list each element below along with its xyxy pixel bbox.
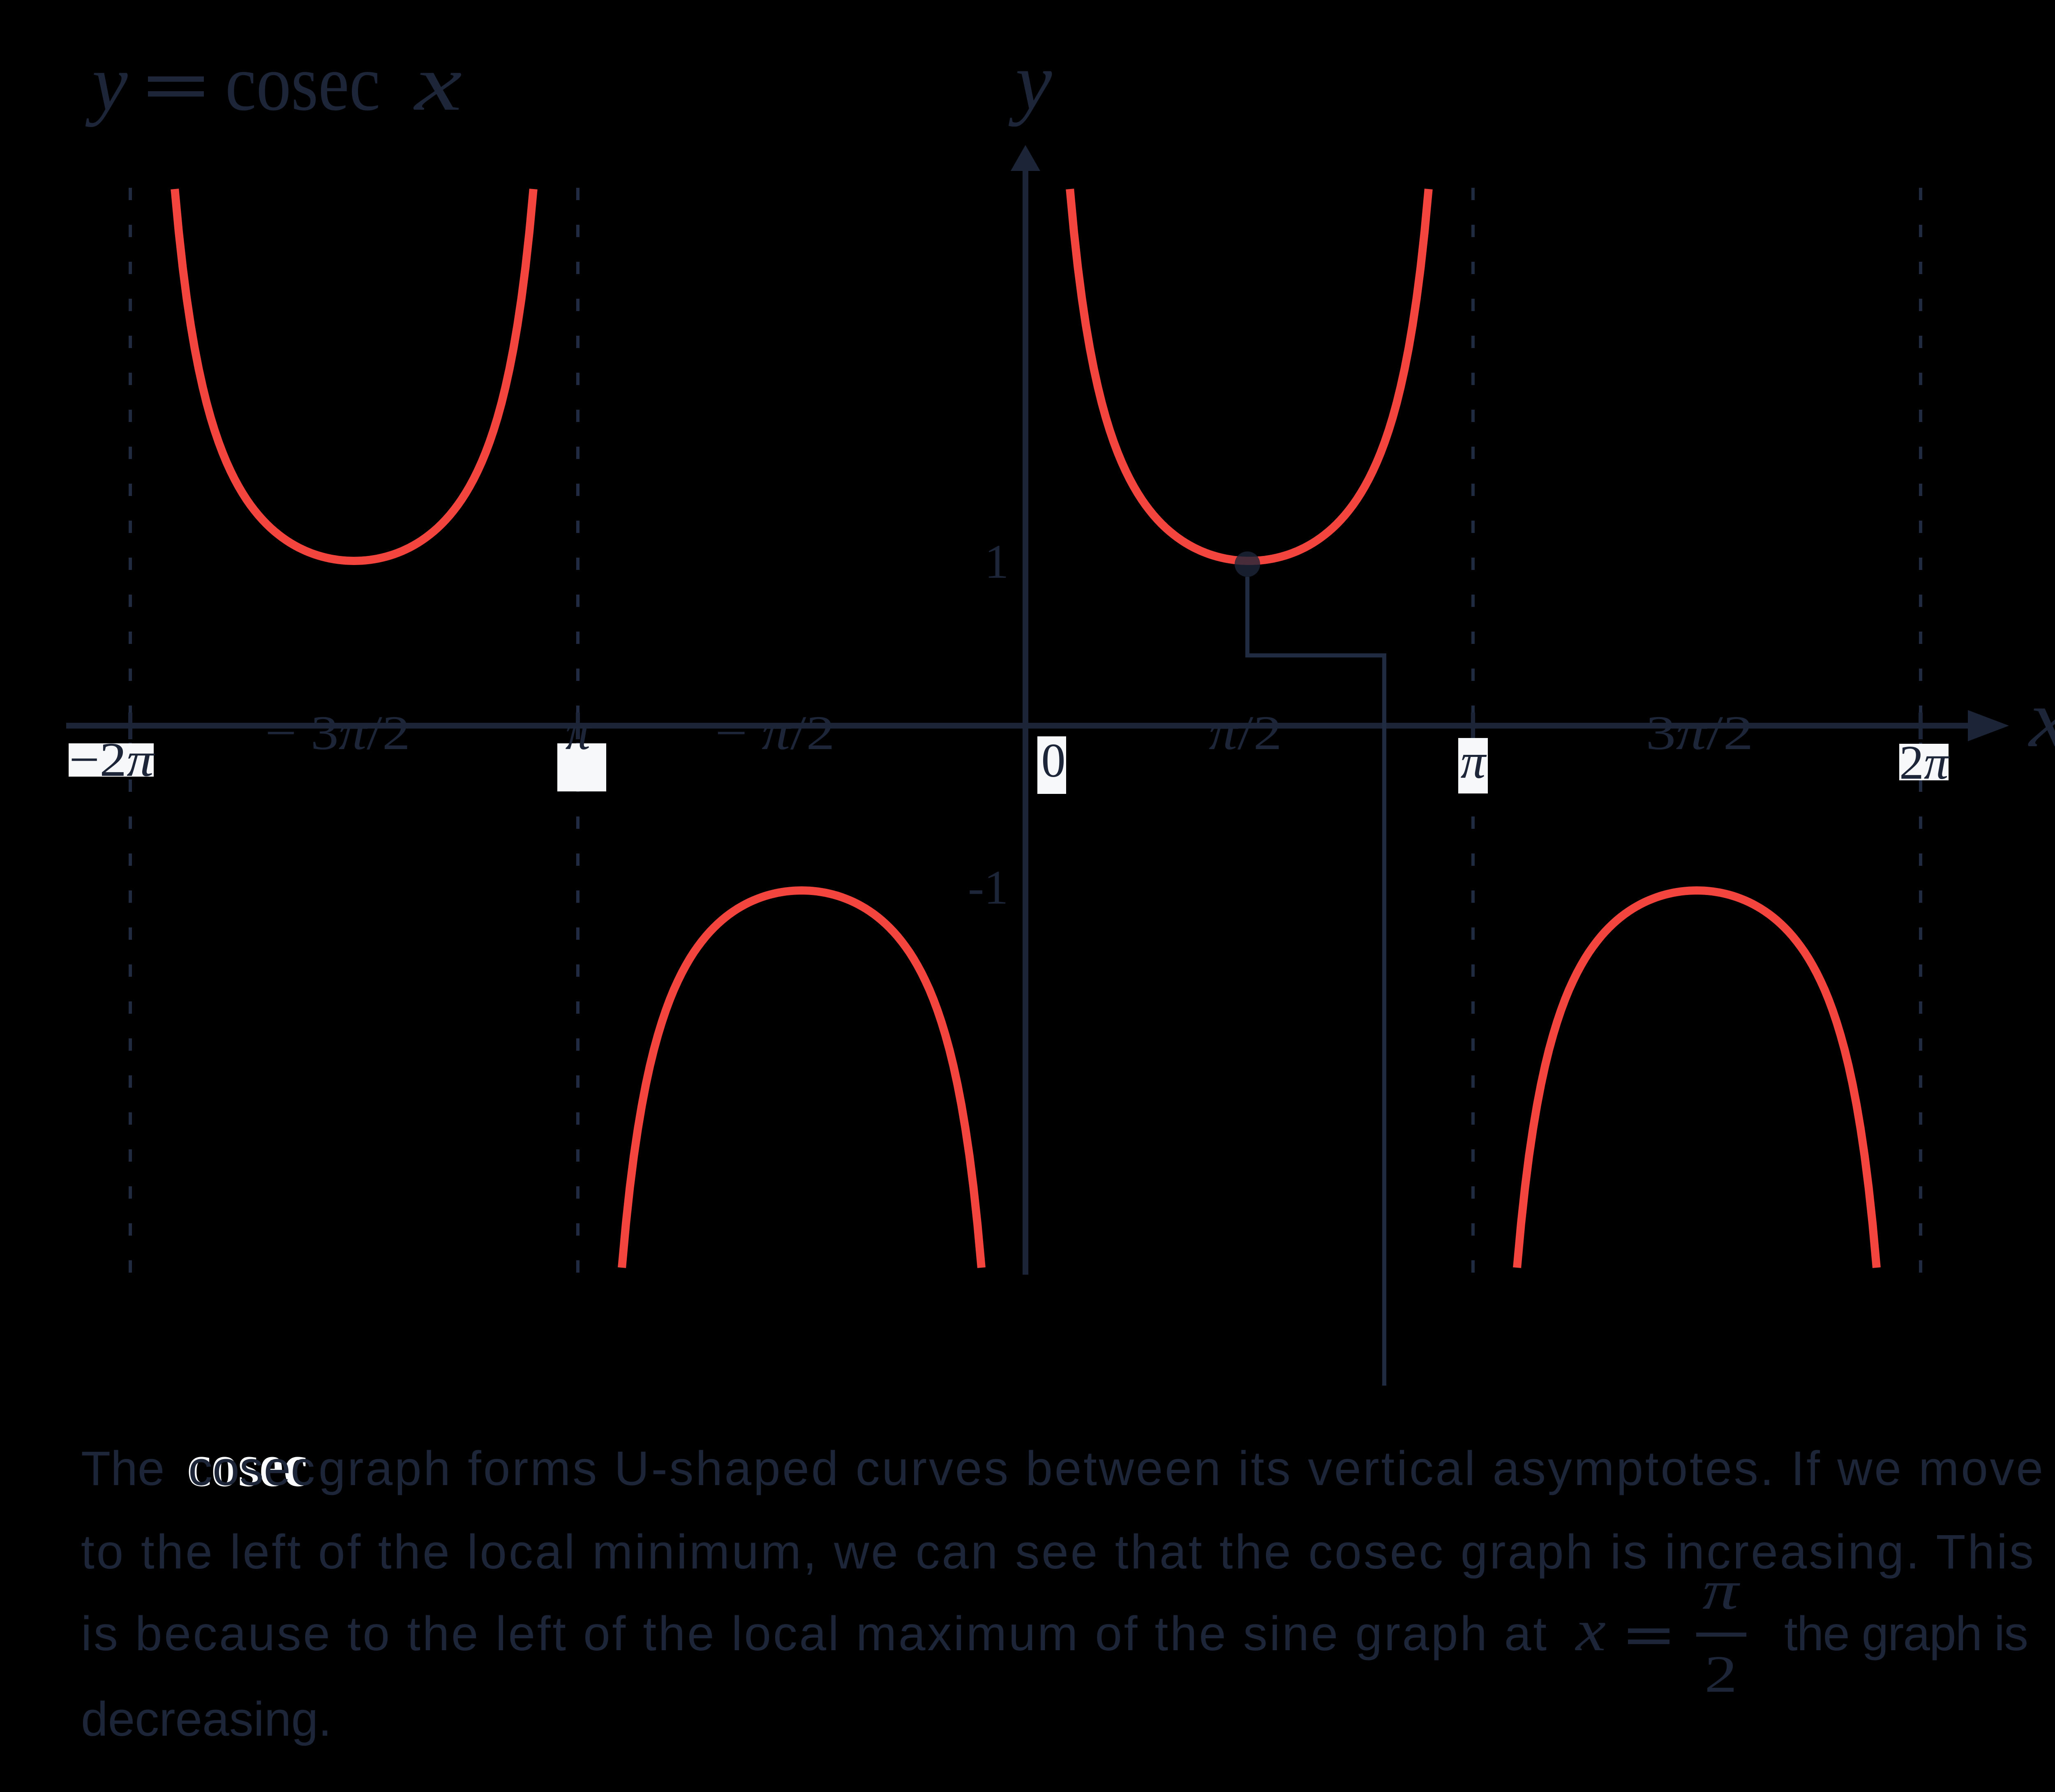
svg-text:π/2: π/2: [1209, 706, 1282, 760]
svg-text:3π/2: 3 π/2: [1646, 706, 1753, 760]
svg-text:to the left of the local minim: to the left of the local minimum, we can…: [81, 1525, 2034, 1579]
svg-text:decreasing.: decreasing.: [81, 1692, 332, 1746]
svg-text:cosec: cosec: [188, 1441, 315, 1496]
svg-text:The: The: [81, 1441, 164, 1496]
svg-text:2π: 2π: [1899, 736, 1950, 789]
svg-text:-1: -1: [968, 860, 1008, 914]
svg-text:1: 1: [985, 535, 1009, 588]
svg-text:the graph is: the graph is: [1784, 1607, 2028, 1661]
svg-text:y: y: [85, 39, 128, 127]
svg-text:cosec: cosec: [225, 39, 380, 127]
svg-text:0: 0: [1041, 733, 1066, 787]
svg-text:2: 2: [1704, 1645, 1737, 1703]
svg-text:is because to the left of the: is because to the left of the local maxi…: [81, 1607, 1547, 1661]
svg-text:cosec: cosec: [187, 1431, 307, 1499]
svg-text:y: y: [1009, 36, 1052, 127]
svg-text:π: π: [1702, 1559, 1741, 1621]
svg-text:π: π: [565, 705, 591, 760]
svg-text:− 3π/2: − 3 π/2: [265, 706, 410, 760]
svg-text:x: x: [1575, 1598, 1606, 1663]
svg-text:− π/2: − π/2: [715, 706, 835, 760]
svg-text:−2π: −2 π: [69, 733, 155, 786]
svg-text:π: π: [1460, 733, 1487, 789]
svg-text:x: x: [413, 39, 462, 127]
svg-text:x: x: [2028, 673, 2055, 764]
svg-text:graph forms U-shaped curves be: graph forms U-shaped curves between its …: [319, 1441, 2043, 1496]
